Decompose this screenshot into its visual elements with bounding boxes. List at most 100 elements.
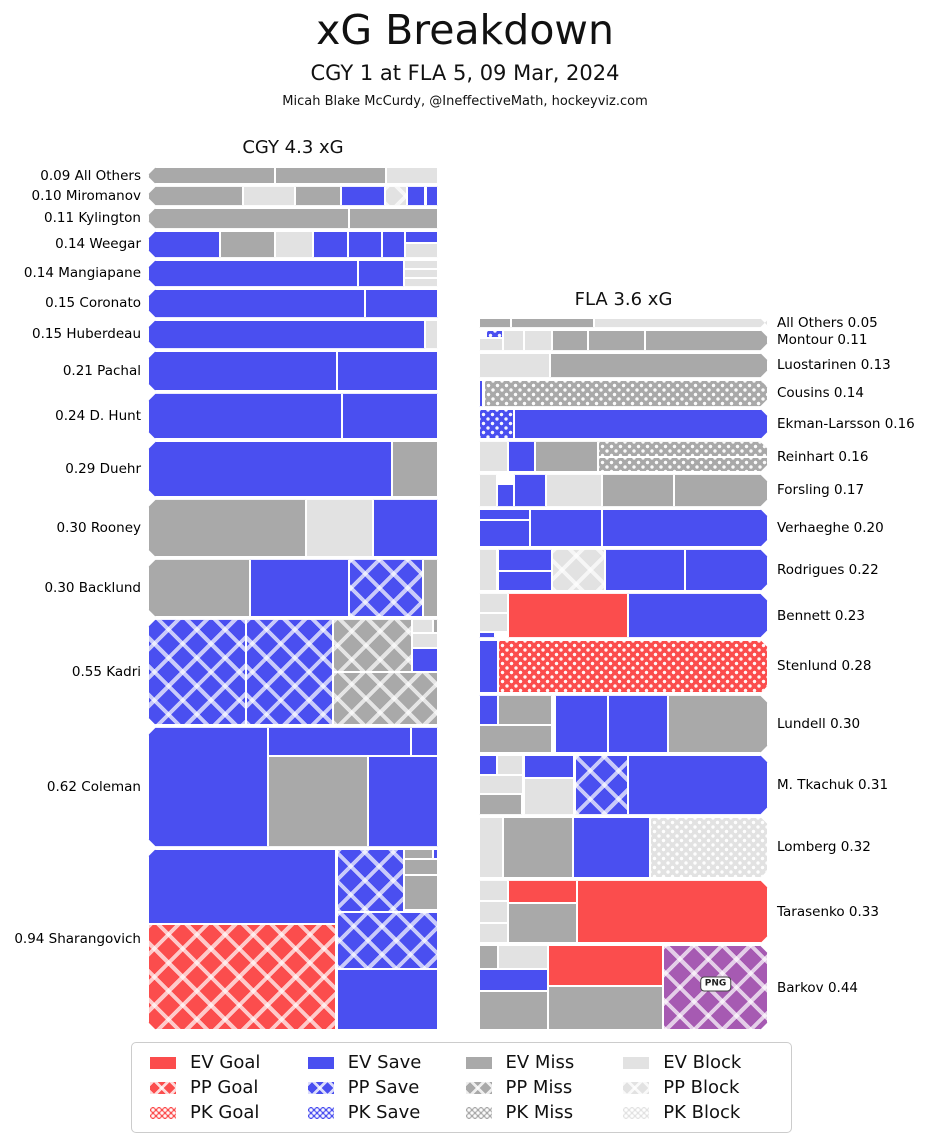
evblock-shot-block: [479, 474, 497, 507]
evsave-shot-block: [508, 441, 535, 472]
evmiss-shot-block: [349, 208, 438, 229]
evmiss-shot-block: [275, 167, 386, 184]
player-label: Cousins 0.14: [777, 385, 864, 402]
player-bar: [148, 849, 438, 1030]
evsave-shot-block: [555, 695, 608, 753]
evmiss-shot-block: [552, 330, 588, 351]
evblock-shot-block: [479, 817, 503, 878]
player-row-cgy-14: 0.94 Sharangovich: [14, 849, 438, 1030]
ppsave-shot-block: [148, 619, 246, 725]
evblock-shot-block: [479, 353, 550, 378]
evsave-shot-block: [514, 409, 768, 440]
evblock-shot-block: [479, 923, 508, 944]
evblock-shot-block: [243, 186, 295, 205]
legend-label: PP Block: [663, 1077, 740, 1098]
pksave-shot-block: [479, 409, 514, 440]
legend-item-evblock: EV Block: [623, 1050, 781, 1075]
evsave-shot-block: [602, 509, 768, 547]
player-bar: [148, 727, 438, 847]
legend-item-ppblock: PP Block: [623, 1075, 781, 1100]
evsave-shot-block: [148, 260, 358, 287]
player-row-cgy-5: 0.15 Coronato: [45, 289, 438, 318]
evmiss-shot-block: [550, 353, 768, 378]
player-row-fla-5: Reinhart 0.16: [479, 441, 868, 472]
evblock-shot-block: [503, 330, 524, 351]
player-row-cgy-4: 0.14 Mangiapane: [24, 260, 438, 287]
player-label: Barkov 0.44: [777, 979, 859, 996]
player-bar: [479, 441, 768, 472]
player-row-fla-10: Stenlund 0.28: [479, 640, 872, 694]
evsave-shot-block: [628, 755, 768, 815]
player-row-cgy-6: 0.15 Huberdeau: [32, 320, 438, 349]
evblock-shot-block: [386, 167, 438, 184]
player-label: 0.24 D. Hunt: [55, 408, 141, 425]
legend-label: PP Save: [347, 1077, 420, 1098]
evblock-shot-block: [479, 441, 508, 472]
legend-label: EV Goal: [190, 1052, 261, 1073]
player-row-cgy-0: 0.09 All Others: [40, 167, 438, 184]
legend-swatch-pkmiss: [465, 1106, 492, 1119]
player-label: 0.21 Pachal: [62, 362, 141, 379]
evblock-shot-block: [524, 778, 574, 815]
legend-item-ppmiss: PP Miss: [465, 1075, 624, 1100]
legend-swatch-ppmiss: [465, 1081, 492, 1094]
evmiss-shot-block: [479, 318, 511, 328]
player-bar: [148, 619, 438, 725]
player-label: 0.29 Duehr: [65, 461, 141, 478]
player-bar: [479, 640, 768, 694]
player-label: Montour 0.11: [777, 332, 868, 349]
evsave-shot-block: [530, 509, 602, 547]
evmiss-shot-block: [498, 695, 552, 725]
evblock-shot-block: [479, 901, 508, 923]
player-row-fla-4: Ekman-Larsson 0.16: [479, 409, 915, 440]
legend-item-evsave: EV Save: [307, 1050, 466, 1075]
evgoal-shot-block: [508, 880, 577, 903]
evmiss-shot-block: [148, 186, 243, 205]
evsave-shot-block: [479, 520, 530, 547]
evsave-shot-block: [148, 320, 425, 349]
evmiss-shot-block: [404, 859, 438, 876]
evmiss-shot-block: [508, 903, 577, 944]
legend-label: EV Miss: [505, 1052, 575, 1073]
player-row-fla-11: Lundell 0.30: [479, 695, 860, 753]
player-row-fla-0: All Others 0.05: [479, 315, 878, 331]
legend-swatch-ppblock: [623, 1081, 650, 1094]
evmiss-shot-block: [148, 559, 250, 617]
player-bar: [148, 351, 438, 392]
evmiss-shot-block: [548, 986, 663, 1030]
pkblock-shot-block: [650, 817, 768, 878]
cgy-shot-mosaic: 0.09 All Others 0.10 Miromanov 0.11 Kyling…: [14, 167, 438, 1030]
player-bar: [479, 318, 768, 328]
player-row-fla-13: Lomberg 0.32: [479, 817, 871, 878]
player-row-fla-2: Luostarinen 0.13: [479, 353, 891, 378]
evblock-shot-block: [594, 318, 768, 328]
player-row-cgy-10: 0.30 Rooney: [57, 499, 438, 557]
evsave-shot-block: [407, 186, 425, 205]
player-bar: [479, 880, 768, 943]
ppgoal-shot-block: [148, 924, 336, 1030]
pkmiss-shot-block: [484, 380, 768, 407]
ppsave-shot-block: [349, 559, 423, 617]
evsave-shot-block: [148, 351, 337, 392]
player-bar: [148, 559, 438, 617]
evsave-shot-block: [148, 849, 336, 924]
evblock-shot-block: [479, 880, 508, 901]
player-row-cgy-13: 0.62 Coleman: [47, 727, 438, 847]
player-row-cgy-9: 0.29 Duehr: [65, 441, 438, 497]
player-label: 0.55 Kadri: [71, 664, 141, 681]
ppsave-shot-block: [575, 755, 628, 815]
evsave-shot-block: [368, 756, 438, 847]
legend-item-ppgoal: PP Goal: [150, 1075, 308, 1100]
evsave-shot-block: [382, 231, 405, 258]
legend-swatch-pkgoal: [150, 1106, 176, 1119]
page-title: xG Breakdown: [316, 6, 614, 54]
evmiss-shot-block: [148, 167, 275, 184]
player-bar: [148, 186, 438, 205]
ppblock-shot-block: [385, 186, 407, 205]
player-bar: [479, 509, 768, 547]
player-row-fla-14: Tarasenko 0.33: [479, 880, 879, 943]
evsave-shot-block: [341, 186, 385, 205]
evsave-shot-block: [433, 849, 438, 859]
player-bar: [148, 231, 438, 258]
player-label: All Others 0.05: [777, 314, 878, 331]
